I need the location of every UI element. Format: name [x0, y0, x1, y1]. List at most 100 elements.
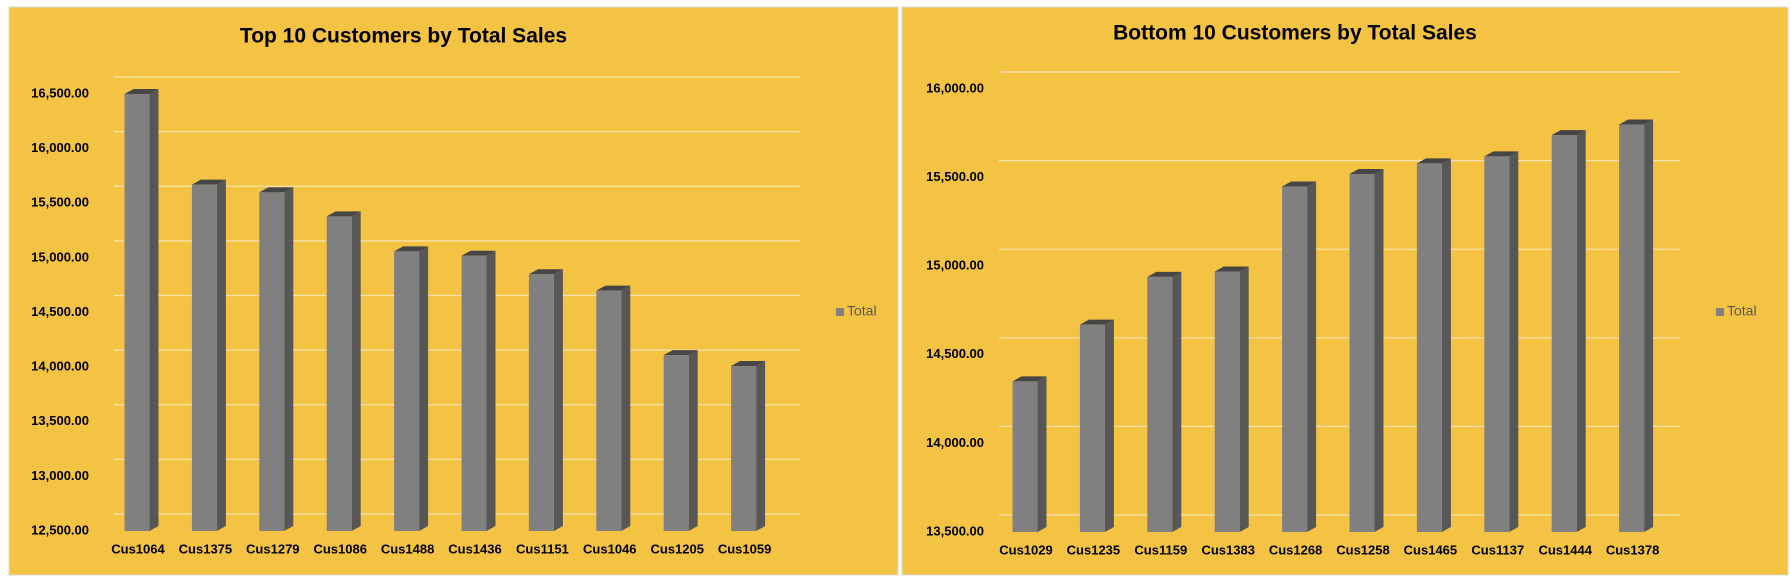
bar-top	[1416, 158, 1451, 164]
bar	[394, 251, 420, 531]
x-tick-label: Cus1235	[1067, 542, 1120, 557]
y-tick-label: 13,000.00	[31, 468, 89, 483]
bar-top	[1282, 181, 1317, 187]
bar	[191, 184, 217, 532]
bar-side	[1644, 119, 1654, 532]
y-tick-label: 14,500.00	[31, 304, 89, 319]
y-tick-label: 16,000.00	[31, 140, 89, 155]
x-tick-label: Cus1436	[448, 541, 501, 556]
bar-top	[259, 187, 294, 193]
bar-side	[419, 246, 429, 531]
bar	[1619, 124, 1645, 532]
bar-top	[528, 269, 563, 275]
bar	[1214, 271, 1240, 532]
y-tick-label: 13,500.00	[926, 523, 984, 538]
bar-side	[1374, 169, 1384, 532]
chart-panel: Bottom 10 Customers by Total Sales 13,500…	[901, 6, 1789, 576]
bar-side	[1509, 151, 1519, 532]
bar	[461, 255, 487, 531]
bar-top	[1349, 169, 1384, 175]
bar	[124, 94, 150, 531]
bar-side	[756, 361, 766, 531]
bar-side	[351, 211, 361, 532]
bar-top	[1551, 130, 1586, 136]
bar	[1349, 174, 1375, 532]
legend-swatch	[836, 308, 844, 316]
chart-panel: Top 10 Customers by Total Sales 12,500.00…	[8, 6, 899, 576]
x-tick-label: Cus1151	[516, 541, 569, 556]
bar-top	[1484, 151, 1519, 157]
y-tick-label: 16,500.00	[31, 85, 89, 100]
y-tick-label: 14,500.00	[926, 346, 984, 361]
bar-top	[394, 246, 429, 252]
bar-side	[1576, 130, 1586, 532]
bar	[1147, 276, 1173, 532]
x-tick-label: Cus1029	[999, 542, 1052, 557]
bar	[259, 192, 285, 531]
y-tick-label: 12,500.00	[31, 522, 89, 537]
x-tick-label: Cus1137	[1471, 542, 1524, 557]
x-tick-label: Cus1059	[718, 541, 771, 556]
x-tick-label: Cus1086	[313, 541, 366, 556]
y-tick-label: 15,000.00	[926, 258, 984, 273]
x-tick-label: Cus1205	[650, 541, 703, 556]
bar-side	[149, 89, 159, 531]
bar	[326, 216, 352, 532]
x-tick-label: Cus1383	[1201, 542, 1254, 557]
x-tick-label: Cus1488	[381, 541, 434, 556]
bar-side	[1239, 266, 1249, 532]
x-tick-label: Cus1375	[179, 541, 232, 556]
bar-top	[461, 250, 496, 256]
bar-top	[1012, 376, 1047, 382]
chart-title: Top 10 Customers by Total Sales	[240, 25, 567, 48]
bar-top	[1214, 266, 1249, 272]
y-tick-label: 15,500.00	[926, 169, 984, 184]
y-tick-label: 15,000.00	[31, 249, 89, 264]
x-tick-label: Cus1279	[246, 541, 299, 556]
x-tick-label: Cus1046	[583, 541, 636, 556]
chart-title: Bottom 10 Customers by Total Sales	[1113, 22, 1477, 45]
bar-side	[1037, 376, 1047, 532]
y-tick-label: 14,000.00	[31, 359, 89, 374]
bar	[663, 355, 689, 531]
bar-top	[663, 350, 698, 356]
bar	[731, 366, 757, 531]
x-tick-label: Cus1064	[111, 541, 165, 556]
bar-side	[1441, 158, 1451, 532]
x-tick-label: Cus1258	[1336, 542, 1389, 557]
y-tick-label: 16,000.00	[926, 80, 984, 95]
x-tick-label: Cus1465	[1404, 542, 1457, 557]
x-tick-label: Cus1444	[1538, 542, 1592, 557]
bar-top	[1079, 319, 1114, 325]
bar-top	[124, 89, 159, 94]
bar	[596, 290, 622, 531]
x-tick-label: Cus1159	[1134, 542, 1187, 557]
bar	[1079, 324, 1105, 532]
y-tick-label: 13,500.00	[31, 413, 89, 428]
bar	[1551, 135, 1577, 532]
x-tick-label: Cus1268	[1269, 542, 1322, 557]
bar-top	[596, 285, 631, 291]
bar-top	[326, 211, 361, 217]
bar-side	[621, 285, 631, 531]
legend-label: Total	[1727, 303, 1757, 319]
y-tick-label: 15,500.00	[31, 195, 89, 210]
x-tick-label: Cus1378	[1606, 542, 1659, 557]
legend-label: Total	[847, 303, 877, 319]
legend-swatch	[1716, 308, 1724, 316]
bar-side	[1172, 271, 1182, 532]
bar-side	[688, 350, 698, 531]
bar-side	[284, 187, 294, 531]
y-tick-label: 14,000.00	[926, 435, 984, 450]
bar-side	[216, 179, 226, 532]
bar-side	[486, 250, 496, 531]
bar-side	[1104, 319, 1114, 532]
bar	[1416, 163, 1442, 532]
bar	[528, 274, 554, 531]
bar-top	[1147, 271, 1182, 277]
bar-top	[191, 179, 226, 185]
bar-top	[1619, 119, 1654, 125]
bar-top	[731, 361, 766, 367]
bar-side	[1307, 181, 1317, 532]
